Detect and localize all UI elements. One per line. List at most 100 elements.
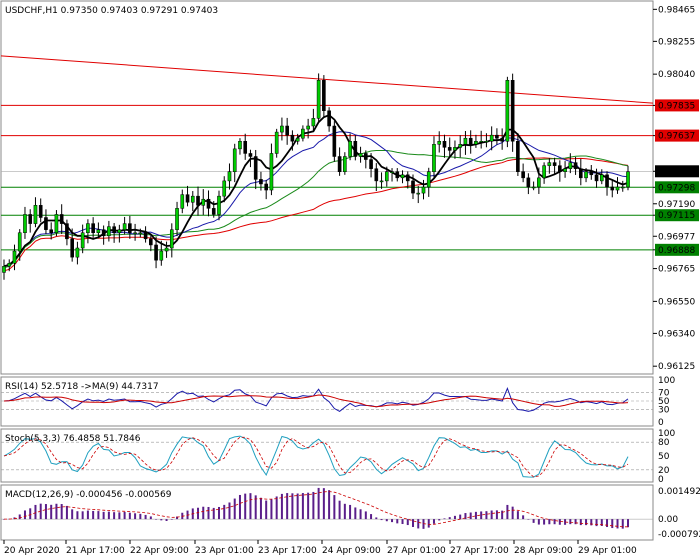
candle-body [138,232,143,234]
candle-body [348,141,352,157]
macd-histogram-bar [375,517,378,520]
macd-histogram-bar [23,510,26,520]
candle-body [605,174,609,188]
macd-histogram-bar [301,493,304,520]
candle-body [542,165,546,179]
candle-body [7,263,12,267]
macd-histogram-bar [233,498,236,520]
candle-body [578,168,583,179]
macd-histogram-bar [170,519,173,520]
macd-histogram-bar [144,514,147,520]
macd-histogram-bar [123,511,126,520]
macd-histogram-bar [585,519,588,526]
candle-body [353,141,358,157]
macd-histogram-bar [391,519,394,523]
candle-body [311,118,316,127]
macd-histogram-bar [453,515,456,520]
macd-histogram-bar [296,493,299,520]
macd-histogram-bar [217,506,220,520]
macd-histogram-bar [139,513,142,520]
price-tick-label: 0.96125 [658,362,695,372]
ma-blue-line [3,131,629,267]
macd-histogram-bar [228,502,231,520]
macd-histogram-bar [113,512,116,520]
candle-body [327,110,331,127]
macd-histogram-bar [432,519,435,524]
candle-body [259,179,263,185]
macd-histogram-bar [149,516,152,520]
candle-body [505,80,510,142]
macd-histogram-bar [627,519,629,528]
candle-body [510,80,515,142]
macd-histogram-bar [438,519,441,521]
macd-histogram-bar [621,519,624,529]
macd-histogram-bar [71,509,74,520]
rsi-ma-line [3,394,629,408]
macd-histogram-bar [333,495,336,520]
price-tick-label: 0.96765 [658,265,695,275]
stoch-tick-label: 100 [658,429,675,439]
candle-body [552,162,557,166]
stoch-tick-label: 0 [658,475,664,485]
macd-tick-label: -0.000792 [658,530,700,540]
macd-histogram-bar [396,519,399,524]
macd-histogram-bar [55,503,58,520]
candle-body [463,137,468,145]
macd-histogram-bar [522,515,525,520]
candle-body [217,195,221,215]
macd-histogram-bar [595,519,598,527]
macd-histogram-bar [307,492,310,520]
price-tick-label: 0.98255 [658,37,695,47]
macd-histogram-bar [270,499,273,520]
macd-histogram-bar [380,519,383,521]
candle-body [421,186,426,194]
candle-body [75,247,80,258]
candle-body [149,238,153,246]
candle-body [332,125,337,157]
macd-histogram-bar [553,519,556,525]
macd-panel-label: MACD(12,26,9) -0.000456 -0.000569 [5,490,172,500]
candle-body [133,232,137,234]
macd-histogram-bar [286,493,289,520]
macd-histogram-bar [606,519,609,528]
macd-histogram-bar [338,500,341,520]
macd-histogram-bar [427,519,430,528]
candle-body [122,223,127,230]
macd-histogram-bar [118,512,121,520]
candle-body [337,156,342,172]
stoch-panel-label: Stoch(5,3,3) 76.4858 51.7846 [5,434,141,444]
candle-body [175,208,179,230]
macd-histogram-bar [44,504,47,520]
macd-histogram-bar [616,519,619,529]
candle-body [411,180,415,194]
candle-body [59,214,64,224]
candle-body [547,162,552,166]
stoch-tick-label: 50 [658,452,670,462]
candle-body [101,229,106,237]
candle-body [211,208,216,215]
candle-body [159,250,164,261]
price-tick-label: 0.97637 [658,132,695,142]
macd-histogram-bar [516,511,519,520]
macd-histogram-bar [354,507,357,520]
macd-histogram-bar [574,519,577,525]
candle-body [206,198,211,209]
ma-red-line [3,157,629,272]
candle-body [128,223,132,234]
rsi-tick-label: 100 [658,376,675,386]
rsi-tick-label: 30 [658,405,670,415]
candle-body [23,214,27,233]
macd-histogram-bar [590,519,593,526]
candle-body [238,141,242,150]
macd-histogram-bar [13,517,16,520]
macd-histogram-bar [469,512,472,520]
ma-black-line [3,114,629,268]
candle-body [295,137,300,142]
macd-histogram-bar [532,519,535,523]
macd-histogram-bar [322,488,325,520]
macd-histogram-bar [212,507,215,520]
macd-histogram-bar [18,514,21,520]
price-tick-label: 0.97298 [658,183,695,193]
candle-body [495,134,499,139]
candle-body [54,214,59,233]
